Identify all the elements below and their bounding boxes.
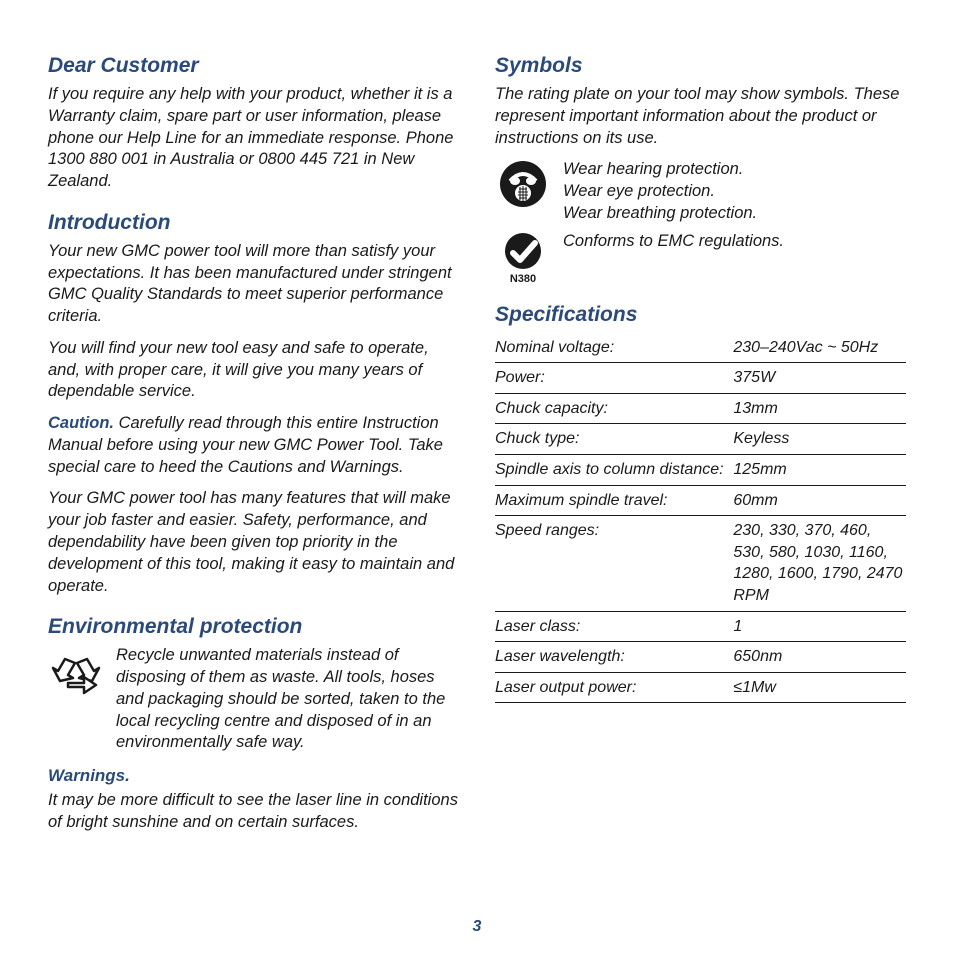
- protection-text: Wear hearing protection. Wear eye protec…: [563, 159, 757, 224]
- spec-label: Spindle axis to column distance:: [495, 454, 733, 485]
- spec-value: 230–240Vac ~ 50Hz: [733, 333, 906, 363]
- emc-text: Conforms to EMC regulations.: [563, 231, 784, 253]
- symbols-heading: Symbols: [495, 54, 906, 78]
- spec-row: Laser output power:≤1Mw: [495, 672, 906, 703]
- intro-p1: Your new GMC power tool will more than s…: [48, 241, 459, 328]
- spec-label: Chuck capacity:: [495, 393, 733, 424]
- environmental-row: Recycle unwanted materials instead of di…: [48, 645, 459, 754]
- spec-row: Laser class:1: [495, 611, 906, 642]
- environmental-body: Recycle unwanted materials instead of di…: [116, 645, 459, 754]
- environmental-heading: Environmental protection: [48, 615, 459, 639]
- page-number: 3: [0, 918, 954, 936]
- emc-icon: N380: [495, 231, 551, 285]
- protection-l2: Wear eye protection.: [563, 181, 757, 203]
- protection-row: Wear hearing protection. Wear eye protec…: [495, 159, 906, 224]
- spec-value: 60mm: [733, 485, 906, 516]
- specifications-table: Nominal voltage:230–240Vac ~ 50HzPower:3…: [495, 333, 906, 704]
- spec-value: 230, 330, 370, 460, 530, 580, 1030, 1160…: [733, 516, 906, 611]
- spec-row: Power:375W: [495, 363, 906, 394]
- right-column: Symbols The rating plate on your tool ma…: [495, 54, 906, 834]
- protection-l1: Wear hearing protection.: [563, 159, 757, 181]
- page-columns: Dear Customer If you require any help wi…: [48, 54, 906, 834]
- recycle-icon: [48, 645, 104, 701]
- specifications-heading: Specifications: [495, 303, 906, 327]
- spec-label: Power:: [495, 363, 733, 394]
- protection-l3: Wear breathing protection.: [563, 203, 757, 225]
- intro-p2: You will find your new tool easy and saf…: [48, 338, 459, 403]
- spec-row: Chuck type:Keyless: [495, 424, 906, 455]
- intro-p4: Your GMC power tool has many features th…: [48, 488, 459, 597]
- spec-value: Keyless: [733, 424, 906, 455]
- spec-row: Speed ranges:230, 330, 370, 460, 530, 58…: [495, 516, 906, 611]
- symbols-intro: The rating plate on your tool may show s…: [495, 84, 906, 149]
- spec-row: Nominal voltage:230–240Vac ~ 50Hz: [495, 333, 906, 363]
- spec-row: Spindle axis to column distance:125mm: [495, 454, 906, 485]
- spec-label: Laser output power:: [495, 672, 733, 703]
- spec-value: ≤1Mw: [733, 672, 906, 703]
- protection-icon: [495, 159, 551, 209]
- intro-caution: Caution. Carefully read through this ent…: [48, 413, 459, 478]
- spec-row: Laser wavelength:650nm: [495, 642, 906, 673]
- spec-label: Laser class:: [495, 611, 733, 642]
- spec-label: Maximum spindle travel:: [495, 485, 733, 516]
- spec-label: Nominal voltage:: [495, 333, 733, 363]
- emc-caption: N380: [510, 273, 536, 285]
- dear-customer-heading: Dear Customer: [48, 54, 459, 78]
- spec-label: Speed ranges:: [495, 516, 733, 611]
- spec-value: 375W: [733, 363, 906, 394]
- spec-row: Chuck capacity:13mm: [495, 393, 906, 424]
- dear-customer-body: If you require any help with your produc…: [48, 84, 459, 193]
- warnings-body: It may be more difficult to see the lase…: [48, 790, 459, 834]
- introduction-heading: Introduction: [48, 211, 459, 235]
- spec-label: Laser wavelength:: [495, 642, 733, 673]
- spec-value: 1: [733, 611, 906, 642]
- spec-row: Maximum spindle travel:60mm: [495, 485, 906, 516]
- left-column: Dear Customer If you require any help wi…: [48, 54, 459, 834]
- spec-label: Chuck type:: [495, 424, 733, 455]
- emc-row: N380 Conforms to EMC regulations.: [495, 231, 906, 285]
- warnings-heading: Warnings.: [48, 766, 459, 786]
- spec-value: 650nm: [733, 642, 906, 673]
- spec-value: 13mm: [733, 393, 906, 424]
- caution-label: Caution.: [48, 414, 114, 432]
- spec-value: 125mm: [733, 454, 906, 485]
